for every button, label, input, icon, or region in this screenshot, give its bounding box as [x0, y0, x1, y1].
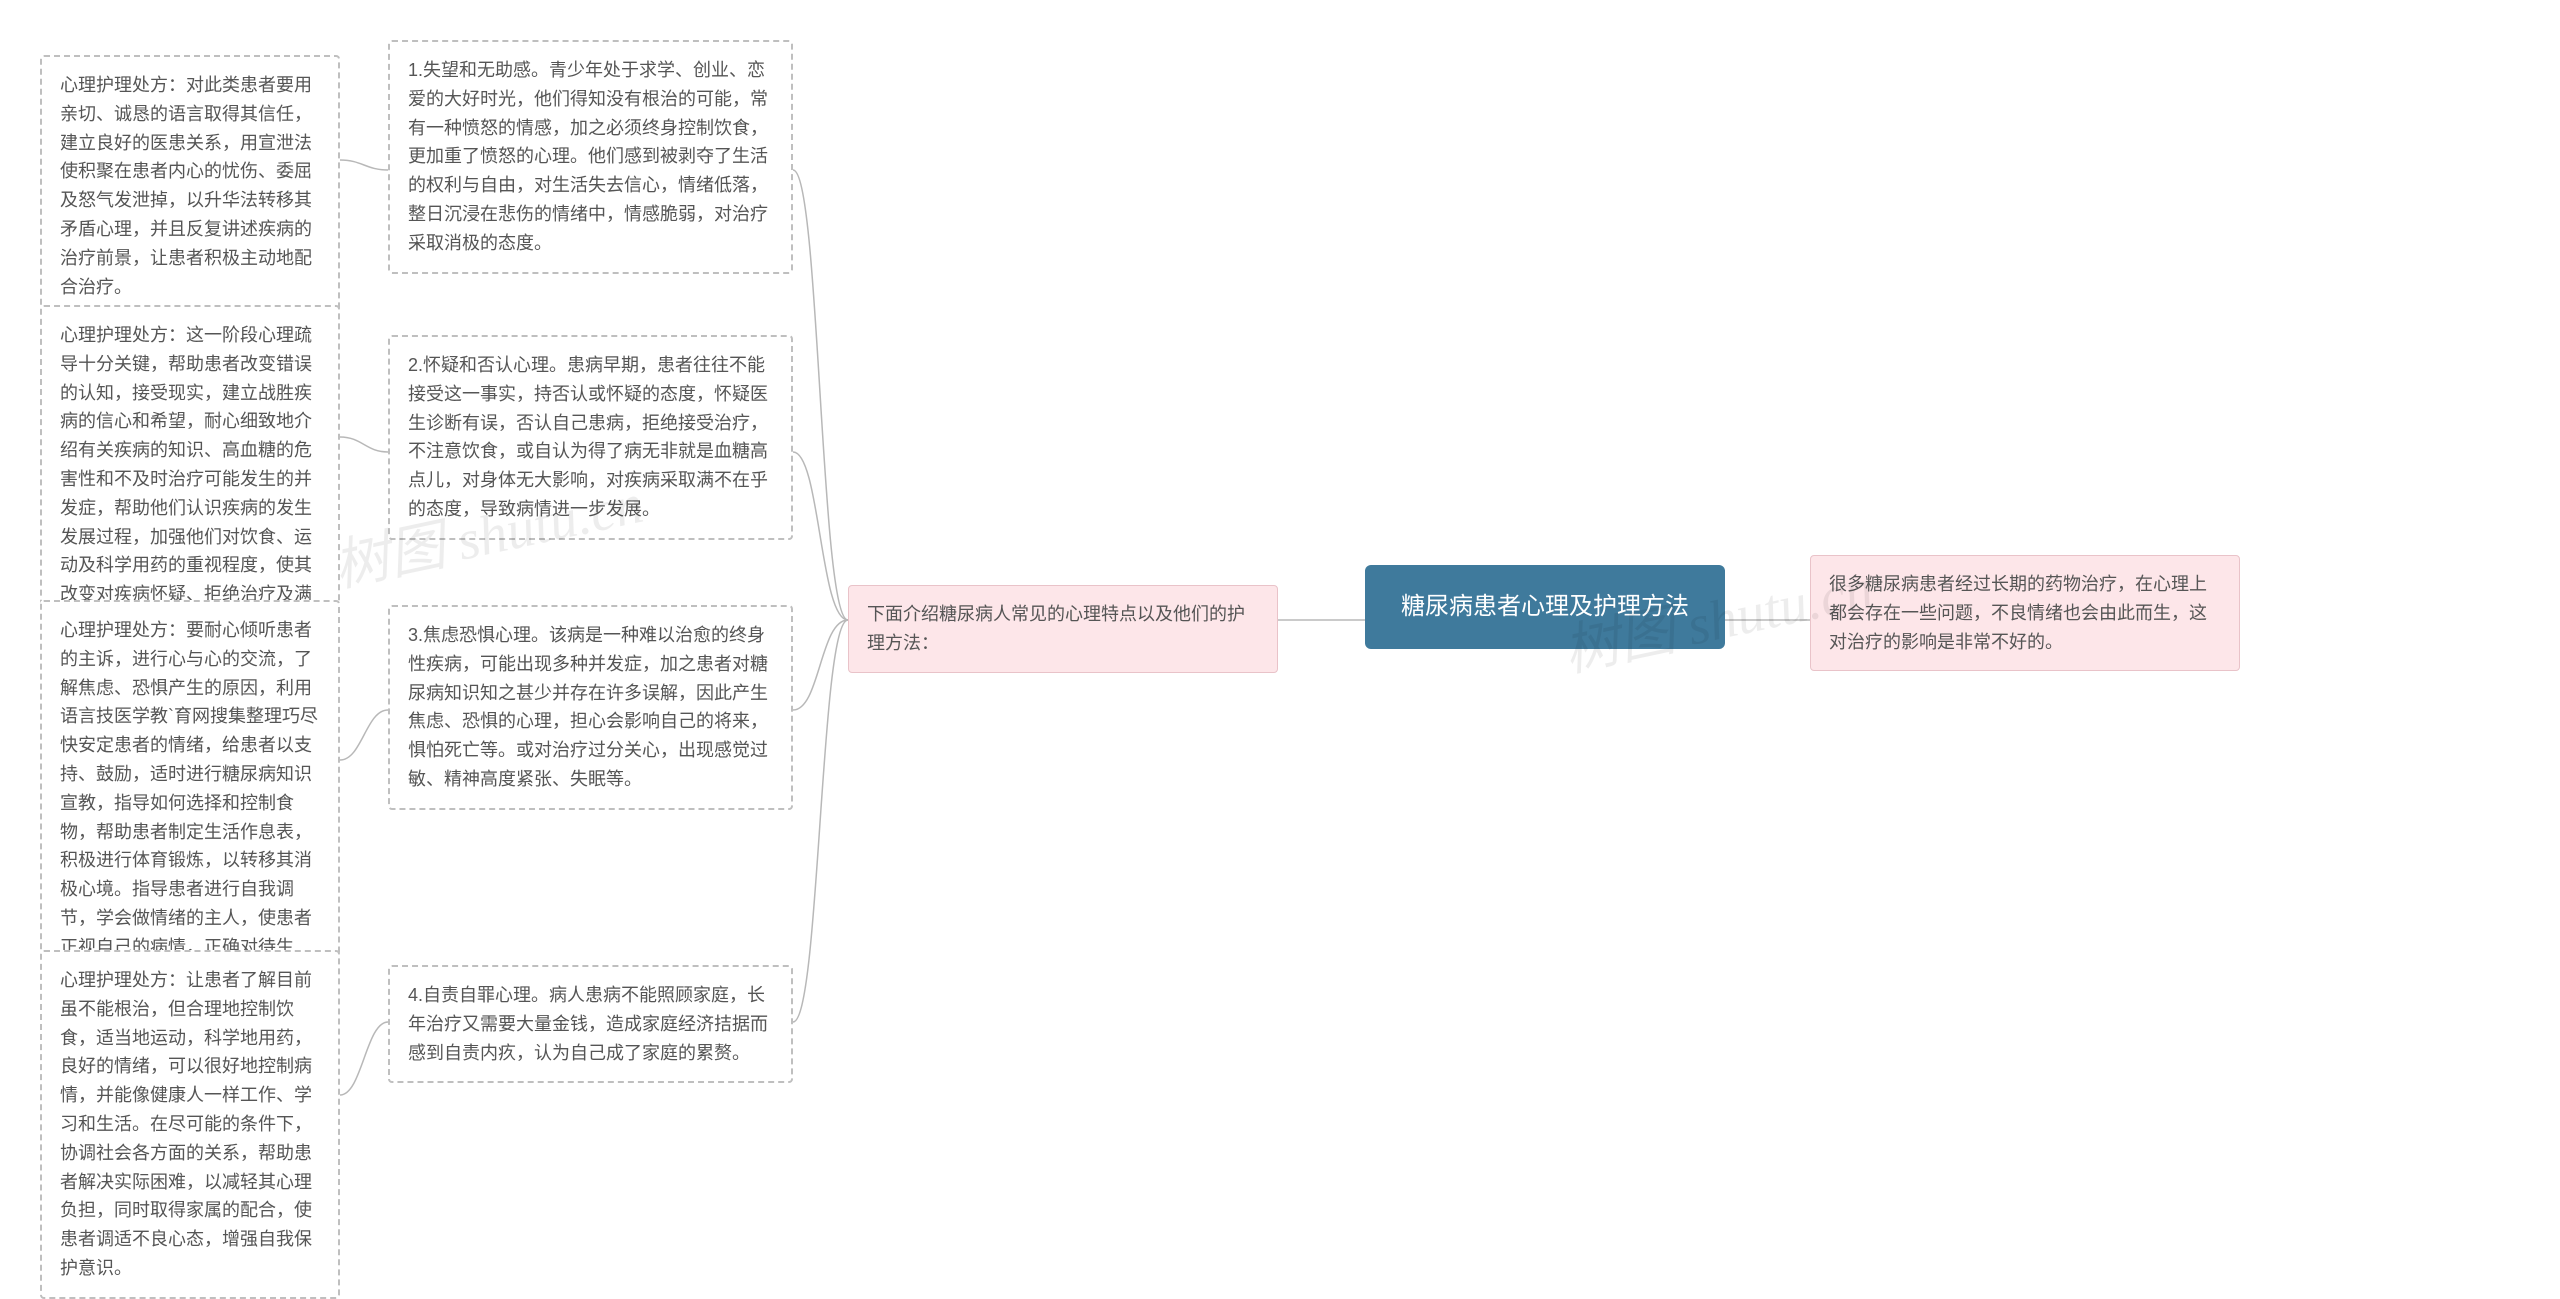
treatment-node-1: 心理护理处方：对此类患者要用亲切、诚恳的语言取得其信任，建立良好的医患关系，用宣…	[40, 55, 340, 317]
treatment-node-3: 心理护理处方：要耐心倾听患者的主诉，进行心与心的交流，了解焦虑、恐惧产生的原因，…	[40, 600, 340, 1006]
symptom-node-1: 1.失望和无助感。青少年处于求学、创业、恋爱的大好时光，他们得知没有根治的可能，…	[388, 40, 793, 274]
left-intro-node: 下面介绍糖尿病人常见的心理特点以及他们的护理方法：	[848, 585, 1278, 673]
root-node: 糖尿病患者心理及护理方法	[1365, 565, 1725, 649]
symptom-node-2: 2.怀疑和否认心理。患病早期，患者往往不能接受这一事实，持否认或怀疑的态度，怀疑…	[388, 335, 793, 540]
symptom-node-4: 4.自责自罪心理。病人患病不能照顾家庭，长年治疗又需要大量金钱，造成家庭经济拮据…	[388, 965, 793, 1083]
treatment-node-4: 心理护理处方：让患者了解目前虽不能根治，但合理地控制饮食，适当地运动，科学地用药…	[40, 950, 340, 1299]
right-intro-node: 很多糖尿病患者经过长期的药物治疗，在心理上都会存在一些问题，不良情绪也会由此而生…	[1810, 555, 2240, 671]
symptom-node-3: 3.焦虑恐惧心理。该病是一种难以治愈的终身性疾病，可能出现多种并发症，加之患者对…	[388, 605, 793, 810]
